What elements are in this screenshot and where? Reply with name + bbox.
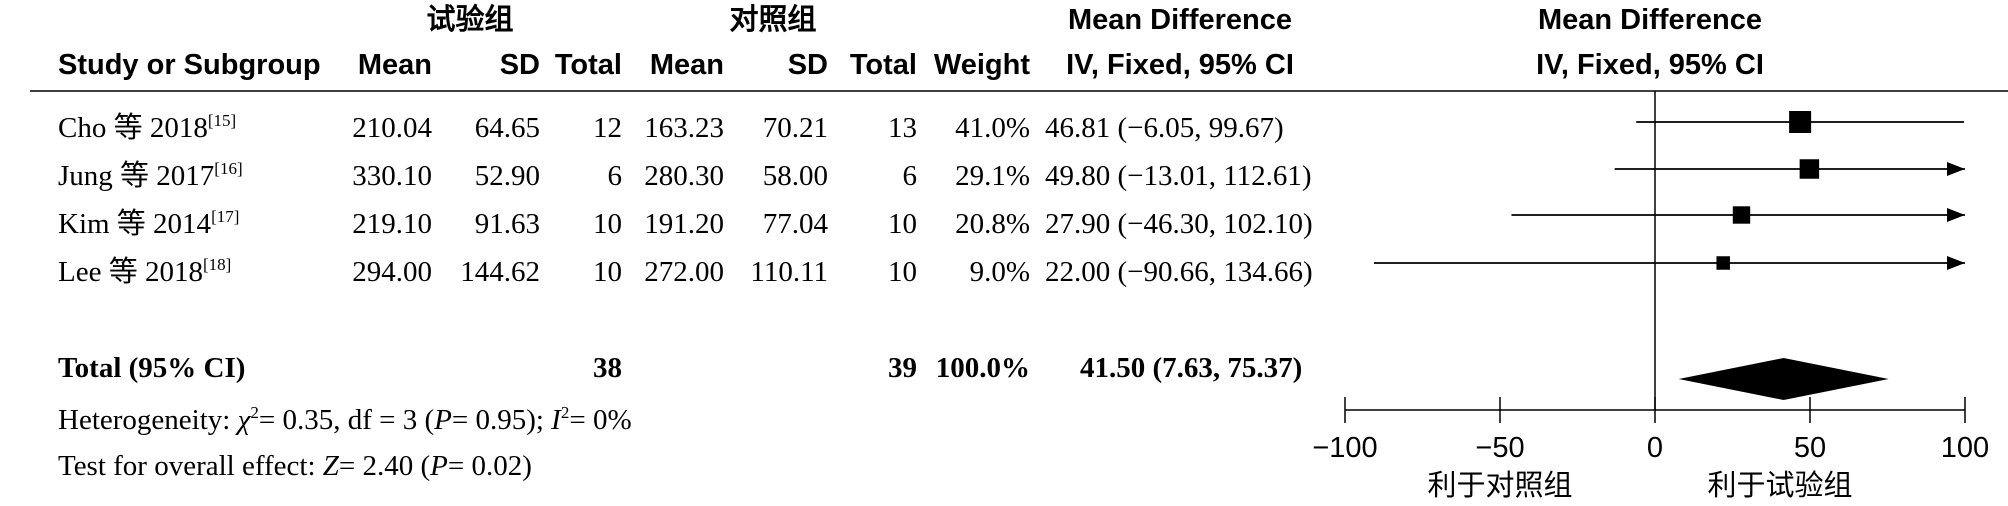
total-exp-count: 38 <box>593 352 622 384</box>
x-axis-tick-label: 0 <box>1646 432 1664 464</box>
weight-cell: 29.1% <box>955 160 1030 192</box>
exp-sd-cell: 91.63 <box>474 208 540 240</box>
study-name: Kim 等 2014[17] <box>58 207 240 240</box>
study-point-square <box>1732 206 1751 224</box>
col-exp-sd-header: SD <box>499 49 540 81</box>
ctl-mean-cell: 163.23 <box>644 112 724 144</box>
pooled-diamond <box>1678 358 1889 400</box>
total-label: Total (95% CI) <box>58 352 246 384</box>
exp-mean-cell: 294.00 <box>352 256 432 288</box>
ctl-total-cell: 6 <box>902 160 918 192</box>
ctl-mean-cell: 191.20 <box>644 208 724 240</box>
study-point-square <box>1716 256 1730 270</box>
weight-cell: 41.0% <box>955 112 1030 144</box>
study-point-square <box>1799 159 1820 179</box>
col-exp-total-header: Total <box>554 49 622 81</box>
total-weight: 100.0% <box>935 352 1030 384</box>
exp-total-cell: 10 <box>593 208 622 240</box>
overall-effect-stat: Test for overall effect: Z= 2.40 (P= 0.0… <box>58 450 532 482</box>
study-name: Jung 等 2017[16] <box>58 159 243 192</box>
exp-total-cell: 10 <box>593 256 622 288</box>
exp-total-cell: 12 <box>593 112 622 144</box>
x-axis-tick-label: 50 <box>1793 432 1827 464</box>
ci-cell: 46.81 (−6.05, 99.67) <box>1045 112 1284 144</box>
weight-cell: 9.0% <box>969 256 1030 288</box>
ctl-sd-cell: 70.21 <box>762 112 828 144</box>
exp-sd-cell: 52.90 <box>474 160 540 192</box>
ctl-mean-cell: 272.00 <box>644 256 724 288</box>
ci-cell: 27.90 (−46.30, 102.10) <box>1045 208 1313 240</box>
plot-marks <box>1344 91 1966 423</box>
md-method-header: IV, Fixed, 95% CI <box>1066 49 1294 81</box>
exp-total-cell: 6 <box>607 160 623 192</box>
ctl-total-cell: 10 <box>888 256 917 288</box>
x-axis-tick-label: −100 <box>1312 432 1378 464</box>
study-name: Lee 等 2018[18] <box>58 255 232 288</box>
ci-cell: 22.00 (−90.66, 134.66) <box>1045 256 1313 288</box>
ctl-total-cell: 13 <box>888 112 917 144</box>
ctl-total-cell: 10 <box>888 208 917 240</box>
plot-method-header: IV, Fixed, 95% CI <box>1536 49 1764 81</box>
ci-arrow-right <box>1947 208 1965 222</box>
col-ctl-sd-header: SD <box>787 49 828 81</box>
total-ctl-count: 39 <box>888 352 917 384</box>
heterogeneity-stat: Heterogeneity: χ2= 0.35, df = 3 (P= 0.95… <box>58 403 632 436</box>
col-ctl-total-header: Total <box>849 49 917 81</box>
plot-title: Mean Difference <box>1537 4 1762 36</box>
ctl-sd-cell: 58.00 <box>762 160 828 192</box>
experimental-group-header: 试验组 <box>426 4 514 36</box>
exp-sd-cell: 64.65 <box>474 112 540 144</box>
col-study-header: Study or Subgroup <box>58 49 321 81</box>
exp-mean-cell: 330.10 <box>352 160 432 192</box>
ctl-sd-cell: 77.04 <box>762 208 828 240</box>
study-point-square <box>1789 111 1812 133</box>
x-axis-tick-label: −50 <box>1475 432 1525 464</box>
exp-sd-cell: 144.62 <box>460 256 540 288</box>
favours-control-label: 利于对照组 <box>1427 470 1573 502</box>
ci-arrow-right <box>1947 162 1965 176</box>
total-ci: 41.50 (7.63, 75.37) <box>1080 352 1303 384</box>
favours-experimental-label: 利于试验组 <box>1707 470 1853 502</box>
col-exp-mean-header: Mean <box>357 49 432 81</box>
exp-mean-cell: 210.04 <box>352 112 432 144</box>
ci-cell: 49.80 (−13.01, 112.61) <box>1045 160 1312 192</box>
study-name: Cho 等 2018[15] <box>58 111 237 144</box>
ctl-sd-cell: 110.11 <box>750 256 828 288</box>
col-ctl-mean-header: Mean <box>649 49 724 81</box>
x-axis-tick-label: 100 <box>1940 432 1990 464</box>
md-title: Mean Difference <box>1067 4 1292 36</box>
control-group-header: 对照组 <box>729 4 817 36</box>
ci-arrow-right <box>1947 256 1965 270</box>
ctl-mean-cell: 280.30 <box>644 160 724 192</box>
weight-cell: 20.8% <box>955 208 1030 240</box>
exp-mean-cell: 219.10 <box>352 208 432 240</box>
col-weight-header: Weight <box>933 49 1030 81</box>
